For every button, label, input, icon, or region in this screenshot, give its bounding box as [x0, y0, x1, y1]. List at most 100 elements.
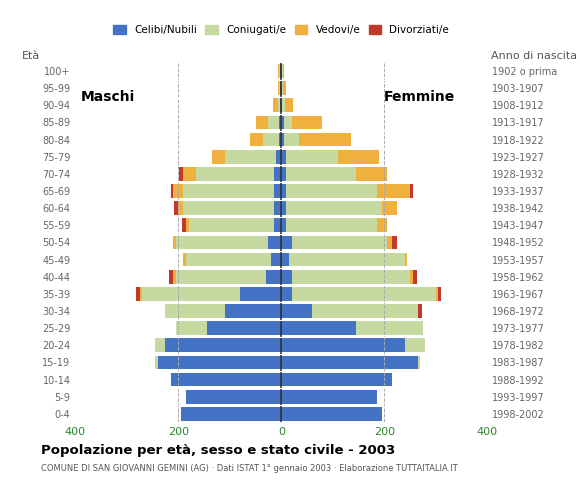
Text: Anno di nascita: Anno di nascita [491, 50, 578, 60]
Bar [312, 304, 418, 318]
Bar [287, 150, 338, 164]
Bar [281, 321, 356, 335]
Bar [183, 184, 274, 198]
Bar [142, 287, 240, 300]
Bar [278, 98, 280, 112]
Bar [281, 252, 289, 266]
Bar [183, 201, 274, 215]
Bar [405, 338, 425, 352]
Bar [173, 236, 176, 249]
Bar [382, 201, 397, 215]
Bar [280, 64, 281, 78]
Text: COMUNE DI SAN GIOVANNI GEMINI (AG) · Dati ISTAT 1° gennaio 2003 · Elaborazione T: COMUNE DI SAN GIOVANNI GEMINI (AG) · Dat… [41, 464, 458, 473]
Bar [287, 201, 382, 215]
Bar [186, 252, 271, 266]
Bar [176, 270, 266, 284]
Bar [281, 390, 376, 404]
Bar [281, 407, 382, 420]
Bar [281, 132, 284, 146]
Bar [338, 150, 379, 164]
Bar [392, 236, 397, 249]
Bar [158, 356, 281, 369]
Bar [292, 287, 436, 300]
Bar [206, 321, 281, 335]
Bar [284, 81, 286, 95]
Bar [224, 150, 276, 164]
Bar [281, 81, 282, 95]
Bar [274, 184, 281, 198]
Bar [212, 150, 224, 164]
Bar [279, 64, 280, 78]
Text: Età: Età [22, 50, 40, 60]
Text: Femmine: Femmine [384, 90, 455, 104]
Bar [281, 167, 287, 180]
Bar [292, 116, 322, 129]
Bar [281, 236, 292, 249]
Bar [376, 218, 387, 232]
Text: Maschi: Maschi [81, 90, 135, 104]
Bar [287, 184, 376, 198]
Bar [387, 236, 392, 249]
Bar [282, 64, 284, 78]
Bar [176, 321, 206, 335]
Bar [418, 356, 420, 369]
Bar [285, 98, 293, 112]
Bar [183, 167, 197, 180]
Bar [281, 218, 287, 232]
Bar [155, 338, 165, 352]
Bar [266, 270, 281, 284]
Bar [171, 372, 281, 386]
Bar [356, 167, 387, 180]
Bar [176, 236, 269, 249]
Bar [279, 116, 281, 129]
Bar [251, 132, 263, 146]
Bar [287, 167, 356, 180]
Bar [405, 252, 407, 266]
Bar [274, 201, 281, 215]
Bar [274, 218, 281, 232]
Bar [171, 184, 173, 198]
Bar [186, 218, 188, 232]
Bar [281, 64, 282, 78]
Text: Popolazione per età, sesso e stato civile - 2003: Popolazione per età, sesso e stato civil… [41, 444, 395, 456]
Bar [186, 390, 281, 404]
Bar [278, 81, 279, 95]
Bar [174, 201, 178, 215]
Bar [173, 270, 176, 284]
Bar [282, 98, 285, 112]
Bar [183, 252, 186, 266]
Bar [281, 287, 292, 300]
Bar [182, 218, 186, 232]
Bar [155, 356, 158, 369]
Bar [281, 201, 287, 215]
Bar [279, 81, 280, 95]
Bar [281, 150, 287, 164]
Bar [280, 81, 281, 95]
Bar [292, 236, 387, 249]
Bar [284, 132, 299, 146]
Bar [140, 287, 142, 300]
Bar [280, 98, 281, 112]
Bar [281, 356, 418, 369]
Bar [188, 218, 274, 232]
Bar [281, 116, 284, 129]
Bar [274, 167, 281, 180]
Bar [356, 321, 423, 335]
Bar [269, 236, 281, 249]
Bar [281, 98, 282, 112]
Bar [281, 372, 392, 386]
Bar [284, 116, 292, 129]
Bar [197, 167, 274, 180]
Bar [263, 132, 279, 146]
Bar [273, 98, 278, 112]
Bar [165, 338, 281, 352]
Bar [410, 184, 412, 198]
Bar [289, 252, 405, 266]
Bar [281, 338, 405, 352]
Bar [179, 167, 183, 180]
Bar [165, 304, 224, 318]
Bar [279, 132, 281, 146]
Bar [269, 116, 279, 129]
Bar [281, 304, 312, 318]
Bar [281, 270, 292, 284]
